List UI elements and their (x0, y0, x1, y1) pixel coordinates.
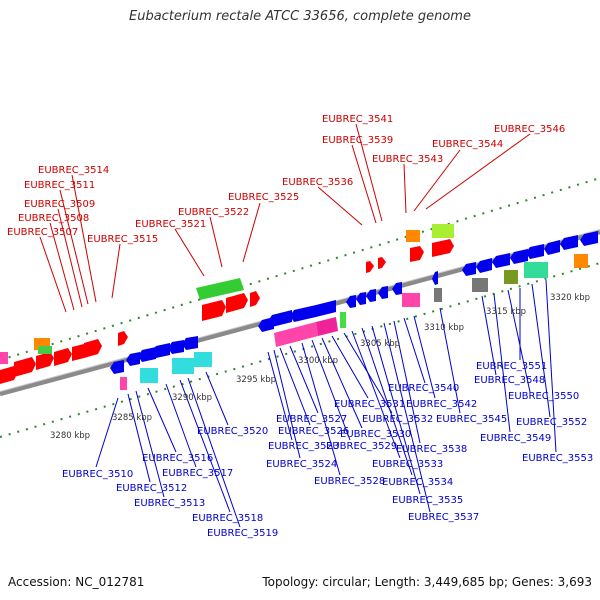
forward-leaders (39, 123, 531, 313)
gene-label[interactable]: EUBREC_3549 (480, 433, 551, 444)
gene-label[interactable]: EUBREC_3513 (134, 498, 205, 509)
gene-label[interactable]: EUBREC_3543 (372, 154, 443, 165)
gene-label[interactable]: EUBREC_3541 (322, 114, 393, 125)
gene-label[interactable]: EUBREC_3533 (372, 459, 443, 470)
map-title: Eubacterium rectale ATCC 33656, complete… (129, 9, 471, 24)
gene-label[interactable]: EUBREC_3518 (192, 513, 263, 524)
gene-label[interactable]: EUBREC_3511 (24, 180, 95, 191)
gene-label[interactable]: EUBREC_3551 (476, 361, 547, 372)
gene-label[interactable]: EUBREC_3515 (87, 234, 158, 245)
scale-tick-label: 3280 kbp (50, 431, 90, 441)
forward-outer-track (0, 177, 600, 361)
gene-label[interactable]: EUBREC_3546 (494, 124, 565, 135)
gene-label[interactable]: EUBREC_3525 (228, 192, 299, 203)
gene-label[interactable]: EUBREC_3529 (326, 441, 397, 452)
scale-ticks: 3280 kbp 3285 kbp 3290 kbp 3295 kbp 3300… (50, 293, 590, 441)
gene-label[interactable]: EUBREC_3553 (522, 453, 593, 464)
scale-tick-label: 3310 kbp (424, 323, 464, 333)
gene-label[interactable]: EUBREC_3530 (340, 429, 411, 440)
gene-label[interactable]: EUBREC_3539 (322, 135, 393, 146)
gene-label[interactable]: EUBREC_3535 (392, 495, 463, 506)
gene-label[interactable]: EUBREC_3514 (38, 165, 109, 176)
scale-tick-label: 3295 kbp (236, 375, 276, 385)
gene-label[interactable]: EUBREC_3534 (382, 477, 453, 488)
gene-label[interactable]: EUBREC_3552 (516, 417, 587, 428)
gene-label[interactable]: EUBREC_3512 (116, 483, 187, 494)
accession-text: Accession: NC_012781 (8, 575, 145, 589)
forward-gene-labels: EUBREC_3507 EUBREC_3508 EUBREC_3509 EUBR… (7, 114, 565, 245)
gene-label[interactable]: EUBREC_3542 (406, 399, 477, 410)
forward-genes (0, 224, 454, 384)
gene-label[interactable]: EUBREC_3507 (7, 227, 78, 238)
gene-label[interactable]: EUBREC_3520 (197, 426, 268, 437)
gene-label[interactable]: EUBREC_3532 (362, 414, 433, 425)
gene-label[interactable]: EUBREC_3510 (62, 469, 133, 480)
reverse-genes (110, 231, 598, 390)
gene-label[interactable]: EUBREC_3519 (207, 528, 278, 539)
gene-label[interactable]: EUBREC_3526 (278, 426, 349, 437)
gene-label[interactable]: EUBREC_3550 (508, 391, 579, 402)
gene-label[interactable]: EUBREC_3538 (396, 444, 467, 455)
gene-label[interactable]: EUBREC_3521 (135, 219, 206, 230)
gene-label[interactable]: EUBREC_3508 (18, 213, 89, 224)
gene-label[interactable]: EUBREC_3517 (162, 468, 233, 479)
genome-stats-text: Topology: circular; Length: 3,449,685 bp… (262, 575, 592, 589)
scale-tick-label: 3320 kbp (550, 293, 590, 303)
gene-label[interactable]: EUBREC_3548 (474, 375, 545, 386)
gene-label[interactable]: EUBREC_3522 (178, 207, 249, 218)
gene-label[interactable]: EUBREC_3536 (282, 177, 353, 188)
gene-label[interactable]: EUBREC_3528 (314, 476, 385, 487)
gene-label[interactable]: EUBREC_3540 (388, 383, 459, 394)
reverse-gene-labels: EUBREC_3510 EUBREC_3512 EUBREC_3513 EUBR… (62, 361, 593, 539)
gene-label[interactable]: EUBREC_3545 (436, 414, 507, 425)
scale-tick-label: 3300 kbp (298, 356, 338, 366)
scale-tick-label: 3315 kbp (486, 307, 526, 317)
gene-label[interactable]: EUBREC_3523 (268, 441, 339, 452)
gene-label[interactable]: EUBREC_3516 (142, 453, 213, 464)
gene-label[interactable]: EUBREC_3537 (408, 512, 479, 523)
scale-tick-label: 3305 kbp (360, 339, 400, 349)
gene-label[interactable]: EUBREC_3531 (334, 399, 405, 410)
scale-tick-label: 3290 kbp (172, 393, 212, 403)
gene-label[interactable]: EUBREC_3527 (276, 414, 347, 425)
reverse-leaders (95, 279, 557, 528)
gene-label[interactable]: EUBREC_3544 (432, 139, 503, 150)
gene-label[interactable]: EUBREC_3509 (24, 199, 95, 210)
scale-tick-label: 3285 kbp (112, 413, 152, 423)
gene-label[interactable]: EUBREC_3524 (266, 459, 337, 470)
